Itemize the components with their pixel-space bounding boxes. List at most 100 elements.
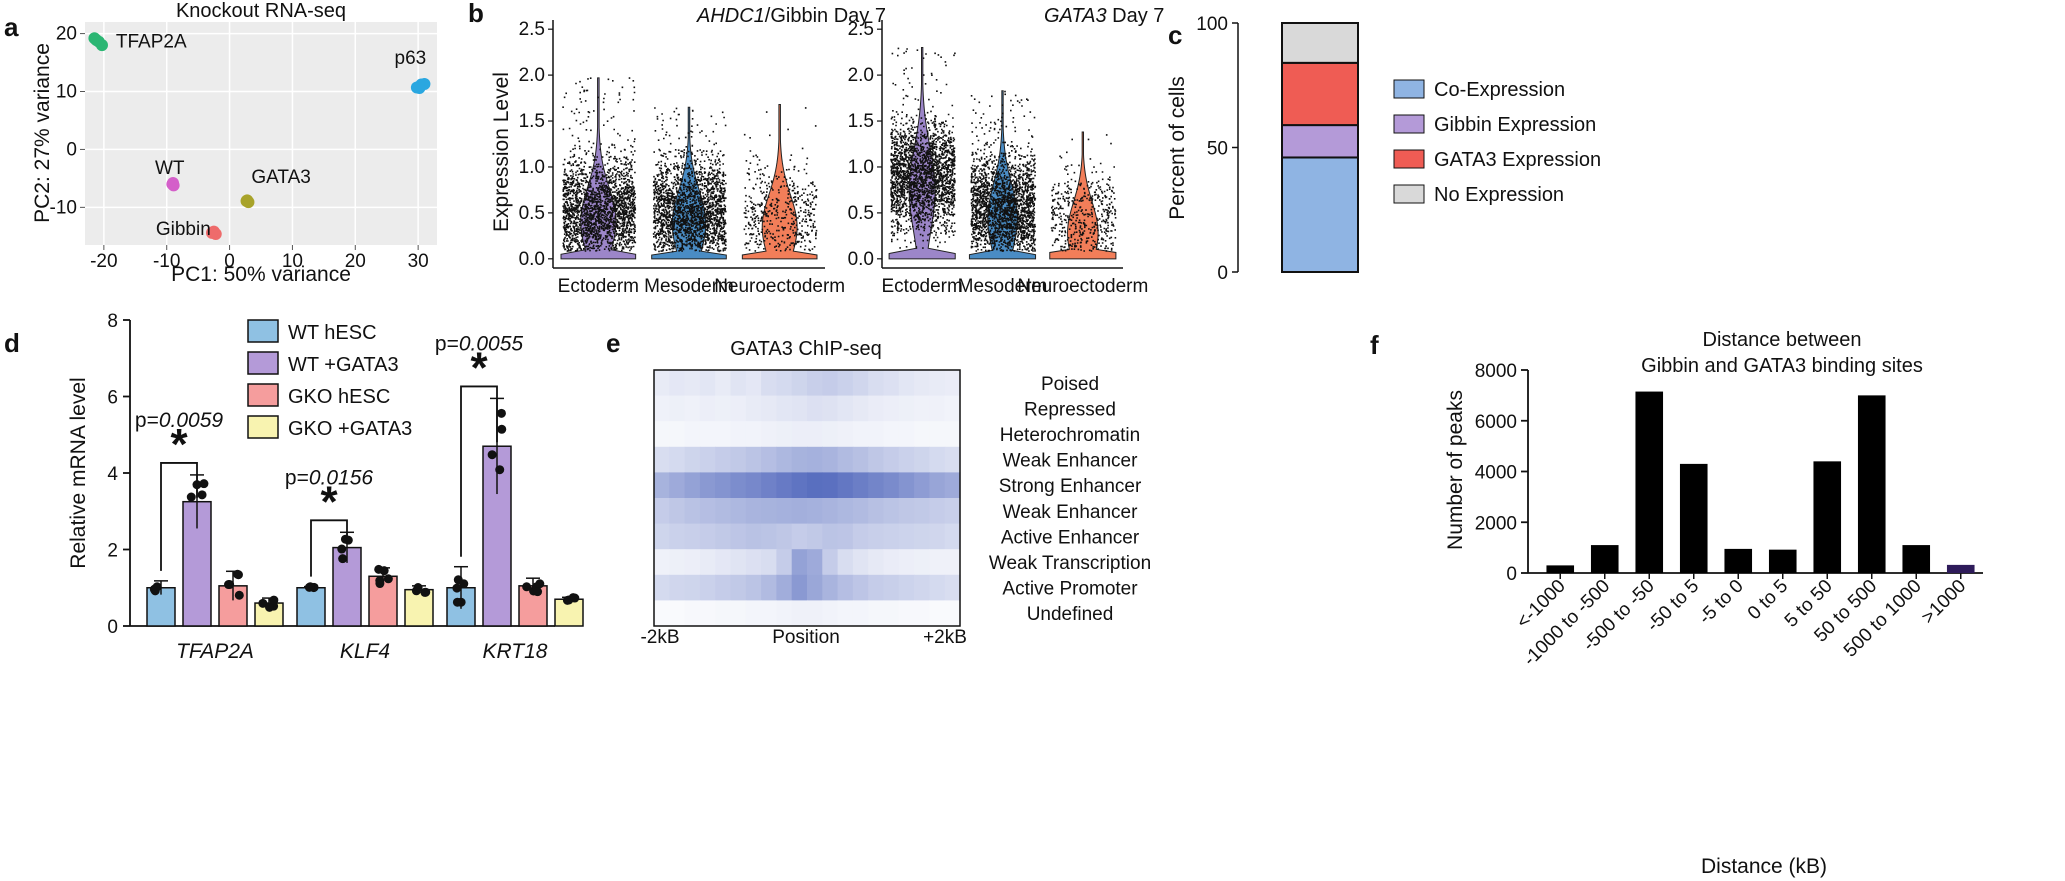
heatmap-cell: [914, 549, 930, 576]
heatmap-cell: [807, 421, 823, 448]
heatmap-row-label: Poised: [1041, 374, 1099, 395]
qpcr-legend-label: WT +GATA3: [288, 354, 399, 376]
heatmap-cell: [944, 600, 961, 627]
heatmap-cell: [791, 395, 808, 422]
qpcr-annotations: *p=0.0059*p=0.0156*p=0.0055: [135, 332, 523, 577]
qpcr-y-axis-label: Relative mRNA level: [67, 377, 90, 568]
heatmap-cell: [745, 395, 762, 422]
qpcr-ytick-label: 0: [107, 617, 118, 638]
heatmap-cell: [898, 574, 915, 601]
heatmap-frame: [653, 369, 961, 627]
panel-label-d: d: [4, 328, 20, 358]
heatmap-cell: [914, 395, 930, 422]
distance-ytick-label: 8000: [1475, 361, 1517, 382]
qpcr-replicate-point: [570, 593, 580, 603]
heatmap-cell: [776, 549, 793, 576]
heatmap-cell: [761, 446, 777, 473]
qpcr-replicate-point: [337, 544, 347, 554]
panel-d-qpcr-bars: Relative mRNA level 0 2 4 6 8 TFAP2A KLF4 KRT18…: [67, 311, 584, 663]
distance-bar: [1857, 395, 1886, 573]
heatmap-cell: [715, 549, 732, 576]
heatmap-cell: [898, 549, 915, 576]
qpcr-p-value: p=0.0156: [285, 466, 374, 489]
heatmap-cell: [807, 472, 823, 499]
heatmap-cell: [898, 523, 915, 550]
qpcr-legend: WT hESC WT +GATA3 GKO hESC GKO +GATA3: [247, 319, 412, 440]
heatmap-cell: [852, 523, 869, 550]
heatmap-cell: [776, 600, 793, 627]
heatmap-cell: [929, 574, 946, 601]
heatmap-cell: [944, 523, 961, 550]
distance-bar: [1679, 463, 1708, 573]
qpcr-replicate-point: [234, 590, 244, 600]
heatmap-cell: [944, 549, 961, 576]
pca-xtick-label: 20: [345, 251, 366, 272]
heatmap-cell: [745, 600, 762, 627]
heatmap-cell: [715, 370, 732, 397]
heatmap-cell: [715, 574, 732, 601]
heatmap-cell: [822, 498, 839, 525]
violin-ytick-label: 2.0: [848, 65, 874, 86]
heatmap-cell: [699, 395, 716, 422]
violin-points-mesoderm: [970, 90, 1037, 252]
heatmap-cell: [852, 370, 869, 397]
heatmap-cell: [715, 498, 732, 525]
heatmap-cell: [944, 446, 961, 473]
heatmap-cell: [883, 549, 900, 576]
qpcr-replicate-point: [459, 579, 469, 589]
heatmap-cell: [883, 523, 900, 550]
heatmap-cell: [791, 574, 808, 601]
stacked-legend-label: Gibbin Expression: [1434, 114, 1596, 136]
qpcr-p-value: p=0.0059: [135, 409, 224, 432]
heatmap-row-labels: Poised Repressed Heterochromatin Weak Enhan…: [989, 374, 1151, 625]
heatmap-title: GATA3 ChIP-seq: [730, 338, 882, 360]
heatmap-cell: [730, 421, 747, 448]
qpcr-replicate-point: [340, 534, 350, 544]
heatmap-cell: [654, 574, 670, 601]
stacked-segment-gata3-expression: [1281, 61, 1359, 127]
heatmap-cell: [883, 498, 900, 525]
pca-label-gata3: GATA3: [251, 167, 310, 188]
qpcr-sig-star: *: [170, 420, 188, 469]
heatmap-cell: [944, 395, 961, 422]
heatmap-cell: [684, 421, 701, 448]
heatmap-cell: [684, 395, 701, 422]
qpcr-replicate-point: [383, 574, 393, 584]
heatmap-cell: [929, 523, 946, 550]
qpcr-replicate-point: [233, 569, 243, 579]
panel-a-pca: Knockout RNA-seq PC1: 50% variance PC2: …: [31, 0, 437, 286]
pca-point-wt: [166, 178, 179, 191]
qpcr-replicate-point: [413, 583, 423, 593]
heatmap-cell: [669, 421, 686, 448]
qpcr-replicate-point: [420, 587, 430, 597]
heatmap-cell: [944, 370, 961, 397]
qpcr-ytick-label: 2: [107, 541, 118, 562]
heatmap-cell: [684, 549, 701, 576]
heatmap-cell: [807, 395, 823, 422]
heatmap-cell: [669, 600, 686, 627]
heatmap-cell: [852, 395, 869, 422]
heatmap-cell: [852, 574, 869, 601]
violin-ytick-label: 1.5: [519, 111, 545, 132]
heatmap-cell: [791, 472, 808, 499]
violin-ytick-label: 2.5: [519, 19, 545, 40]
heatmap-cell: [730, 370, 747, 397]
distance-bar: [1768, 549, 1797, 573]
heatmap-cell: [761, 421, 777, 448]
heatmap-cell: [654, 549, 670, 576]
violin-category-label: Mesoderm: [958, 276, 1048, 297]
heatmap-cell: [791, 370, 808, 397]
qpcr-replicate-point: [258, 598, 268, 608]
pca-label-wt: WT: [155, 158, 185, 179]
heatmap-cell: [761, 498, 777, 525]
panel-f-distance-bars: Distance between Gibbin and GATA3 bindin…: [1444, 329, 1983, 878]
panel-b-violins: AHDC1/Gibbin Day 7 GATA3 Day 7 Expressio…: [490, 5, 1164, 297]
pca-ytick-label: -10: [50, 197, 77, 218]
qpcr-replicate-point: [305, 582, 315, 592]
heatmap-cell: [654, 446, 670, 473]
qpcr-replicate-point: [197, 490, 207, 500]
pca-xtick-label: -20: [90, 251, 117, 272]
heatmap-row-label: Strong Enhancer: [999, 476, 1142, 497]
qpcr-sig-star: *: [470, 343, 488, 392]
stacked-legend-label: No Expression: [1434, 184, 1564, 206]
